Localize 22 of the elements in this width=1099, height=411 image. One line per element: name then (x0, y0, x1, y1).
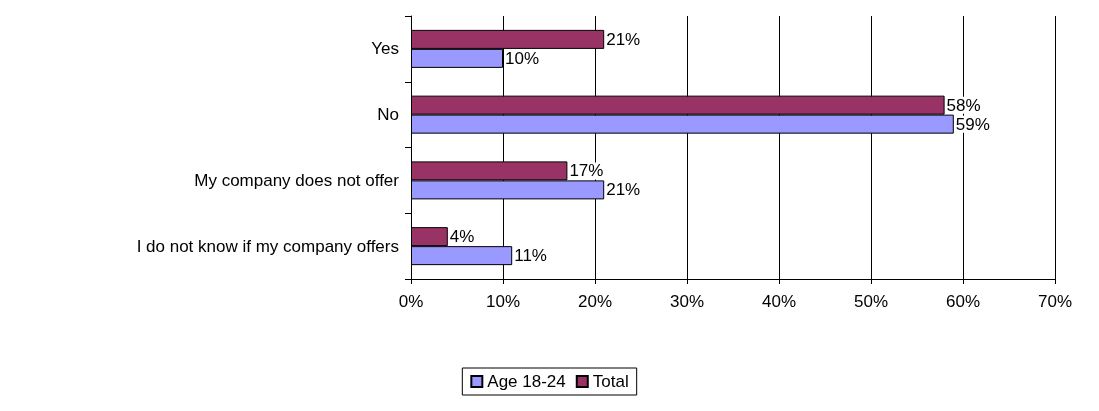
data-label: 4% (449, 227, 475, 247)
data-label: 58% (946, 95, 981, 115)
data-label: 11% (514, 246, 547, 266)
data-label: 21% (606, 29, 641, 49)
x-tick-label: 50% (853, 292, 889, 311)
data-label: 21% (606, 180, 641, 200)
y-tick-label: My company does not offer (194, 170, 400, 190)
data-label: 59% (955, 114, 990, 134)
y-tick-label: Yes (371, 39, 399, 59)
y-tick-label: I do not know if my company offers (136, 236, 399, 256)
x-tick-label: 70% (1037, 292, 1073, 311)
x-tick-label: 20% (577, 292, 613, 311)
x-tick-label: 10% (485, 292, 521, 311)
x-tick-label: 30% (669, 292, 705, 311)
data-label: 10% (505, 48, 540, 68)
legend-label: Age 18-24 (487, 372, 566, 391)
x-tick-label: 60% (945, 292, 981, 311)
legend-label: Total (592, 372, 629, 391)
x-tick-label: 40% (761, 292, 797, 311)
x-tick-label: 0% (398, 292, 424, 311)
data-label: 17% (569, 161, 604, 181)
y-tick-label: No (377, 105, 399, 125)
